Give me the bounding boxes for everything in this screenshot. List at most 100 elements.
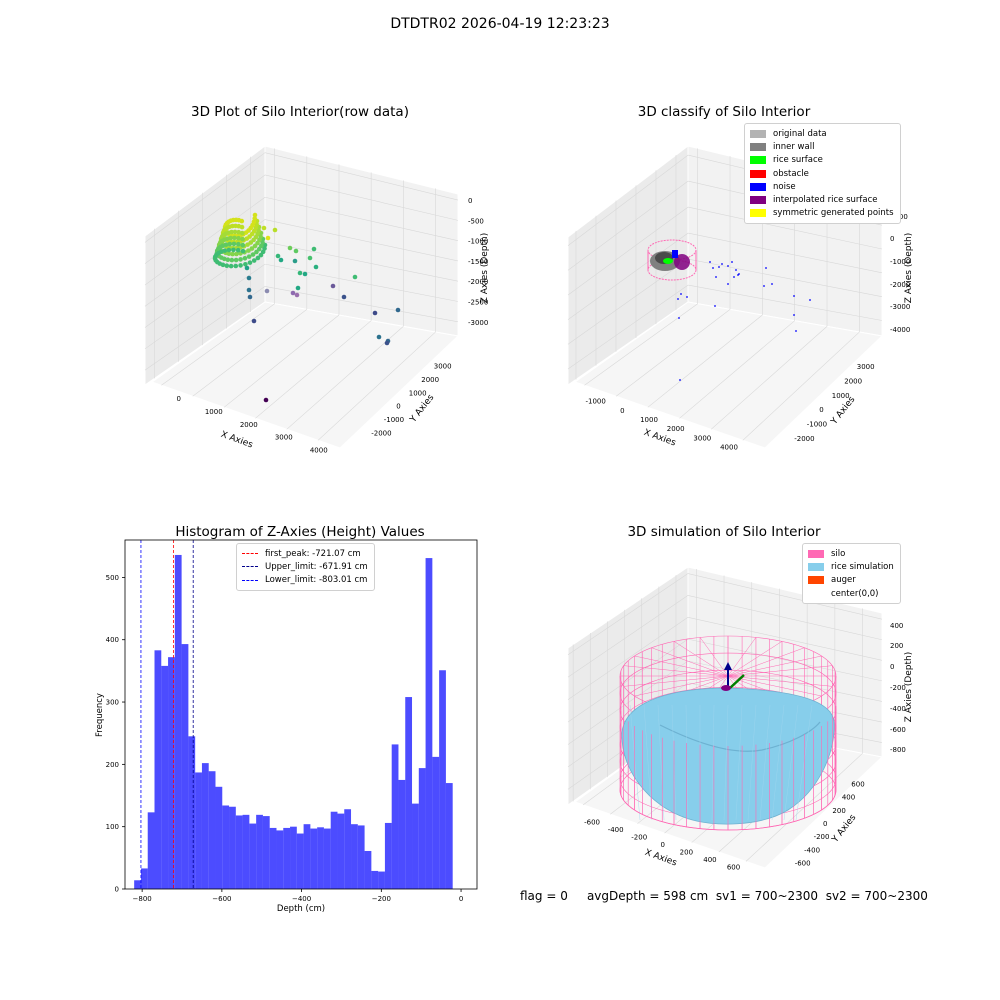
y-tick-label: 400: [106, 636, 119, 644]
legend-item: Upper_limit: -671.91 cm: [242, 560, 368, 573]
rice-mesh: [711, 704, 715, 821]
silo-roof-wire: [727, 675, 833, 687]
legend-swatch: [242, 566, 258, 568]
legend-item: silo: [808, 547, 894, 560]
histogram-bar: [357, 825, 365, 889]
raw-point: [234, 251, 239, 257]
histogram-legend: first_peak: -721.07 cm Upper_limit: -671.…: [236, 543, 375, 591]
grid-line: [264, 174, 459, 221]
y-tick-label: -1000: [807, 421, 827, 429]
raw-point: [251, 258, 257, 263]
z-tick-label: -500: [468, 217, 484, 225]
raw-point: [249, 246, 255, 251]
raw-point: [233, 263, 239, 269]
z-tick-label: -3000: [468, 319, 488, 327]
x-tick-label: 400: [703, 856, 716, 864]
silo-bottom-front: [619, 789, 837, 831]
x-tick-label: 200: [680, 849, 693, 857]
histogram-bar: [168, 657, 175, 889]
panel4-title: 3D simulation of Silo Interior: [627, 524, 821, 540]
rice-mesh: [629, 704, 641, 821]
grid-line: [144, 197, 266, 286]
grid-line: [192, 309, 307, 397]
histogram-bar: [276, 830, 284, 889]
x-tick-label: 0: [459, 895, 463, 903]
noise-point: [718, 266, 720, 268]
silo-roof-wire: [727, 637, 757, 677]
noise-point: [727, 283, 729, 285]
histogram-bar: [161, 665, 169, 889]
noise-point: [735, 269, 737, 271]
raw-point: [313, 264, 319, 270]
grid-line: [567, 232, 689, 320]
noise-point: [771, 283, 773, 285]
raw-point: [254, 249, 259, 255]
silo-roof-wire: [651, 647, 729, 677]
grid-line: [567, 154, 689, 246]
z-tick-label: 200: [890, 642, 903, 650]
histogram-bar: [256, 814, 263, 889]
noise-point: [679, 379, 681, 381]
x-tick-label: −200: [372, 895, 391, 903]
raw-point: [230, 251, 235, 257]
legend-item: inner wall: [750, 140, 894, 153]
z-tick-label: -200: [890, 684, 906, 692]
histogram-bar: [337, 813, 345, 889]
raw-point: [232, 235, 237, 241]
rice-mesh: [723, 704, 729, 821]
silo-roof-wire: [727, 655, 822, 677]
grid-line: [255, 320, 372, 419]
noise-point: [709, 261, 711, 263]
raw-point: [245, 242, 250, 247]
raw-point: [239, 224, 245, 230]
legend-label: noise: [773, 181, 796, 192]
raw-point: [294, 292, 300, 298]
x-tick-label: -600: [584, 818, 600, 826]
auger-green: [729, 674, 745, 689]
simulation-3d-plot: -600 -600 400 -400 -400 200 -200 -200 0 0 0 -200 200…: [567, 566, 914, 872]
grid-line: [567, 595, 689, 678]
raw-point: [223, 242, 229, 247]
raw-point: [263, 397, 269, 403]
raw-point: [275, 253, 281, 259]
legend-label: inner wall: [773, 141, 815, 152]
legend-swatch: [242, 579, 258, 581]
x-tick-label: 0: [661, 841, 665, 849]
legend-item: rice simulation: [808, 560, 894, 573]
grid-line: [567, 180, 689, 271]
x-tick-label: 1000: [205, 408, 223, 416]
legend-label: center(0,0): [831, 588, 879, 599]
flag-text: flag = 0: [520, 889, 568, 903]
noise-point: [715, 276, 717, 278]
legend-swatch: [750, 156, 766, 165]
grid-line: [567, 206, 689, 296]
legend-label: auger: [831, 575, 856, 586]
classify-3d-plot: -1000 0 1000 2000 3000 4000 -2000 -1000 0 1000 200…: [567, 144, 914, 452]
x-tick-label: 2000: [240, 421, 258, 429]
x-tick-label: 4000: [310, 446, 328, 454]
raw-point: [236, 229, 241, 235]
noise-point: [731, 261, 733, 263]
y-tick-label: 1000: [409, 389, 427, 397]
grid-line: [687, 284, 883, 321]
raw-point: [293, 248, 299, 254]
raw-point: [224, 236, 230, 241]
grid-line: [742, 331, 860, 441]
histogram-bar: [242, 814, 250, 889]
raw-point: [272, 227, 278, 233]
noise-point: [680, 293, 682, 295]
y-tick-label: 100: [106, 823, 119, 831]
x-tick-label: 2000: [667, 425, 685, 433]
y-tick-label: -600: [795, 859, 811, 867]
raw-point: [229, 257, 235, 263]
histogram-bar: [310, 828, 318, 889]
x-tick-label: 4000: [720, 444, 738, 452]
z-tick-label: -400: [890, 705, 906, 713]
histogram-bar: [296, 833, 304, 889]
silo-roof-wire: [673, 641, 729, 677]
raw-point: [264, 288, 270, 294]
noise-point: [712, 267, 714, 269]
rice-mesh: [643, 704, 653, 821]
z-tick-label: 0: [890, 235, 894, 243]
raw-point: [352, 274, 358, 280]
